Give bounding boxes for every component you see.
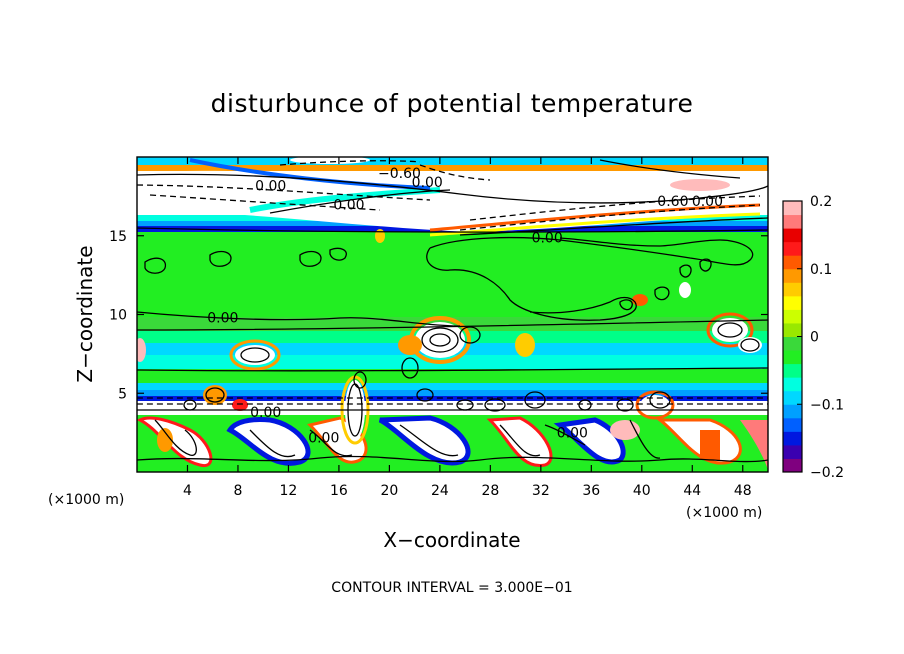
colorbar-swatch bbox=[783, 228, 802, 243]
contour-label: 0.00 bbox=[557, 426, 588, 442]
y-tick-label: 10 bbox=[109, 308, 127, 324]
x-origin-unit-label: (×1000 m) bbox=[48, 492, 124, 508]
colorbar-swatch bbox=[783, 336, 802, 351]
contour-label: 0.00 bbox=[692, 194, 723, 210]
x-tick-label: 4 bbox=[183, 483, 192, 499]
x-tick-label: 28 bbox=[481, 483, 499, 499]
contour-label: 0.00 bbox=[255, 178, 286, 194]
x-tick-label: 16 bbox=[330, 483, 348, 499]
colorbar-swatch bbox=[783, 322, 802, 337]
x-tick-label: 20 bbox=[380, 483, 398, 499]
contour-label: 0.00 bbox=[532, 230, 563, 246]
heatmap-field: −0.600.00 0.000.00 −0.60 0.000.000.000.000.… bbox=[137, 157, 768, 472]
colorbar-swatch bbox=[783, 444, 802, 459]
y-tick-label: 15 bbox=[109, 229, 127, 245]
colorbar-swatch bbox=[783, 295, 802, 310]
colorbar-swatch bbox=[783, 363, 802, 378]
colorbar-swatch bbox=[783, 458, 802, 473]
x-tick-label: 44 bbox=[683, 483, 701, 499]
x-tick-label: 32 bbox=[532, 483, 550, 499]
colorbar-swatch bbox=[783, 377, 802, 392]
colorbar-tick-label: −0.2 bbox=[810, 465, 844, 481]
colorbar-swatch bbox=[783, 350, 802, 365]
colorbar-tick-label: 0 bbox=[810, 330, 819, 346]
contour-labels: −0.600.00 0.000.00 −0.60 0.000.000.000.000.… bbox=[207, 166, 723, 447]
colorbar-swatch bbox=[783, 404, 802, 419]
contour-label: −0.60 bbox=[378, 166, 421, 182]
colorbar-tick-label: −0.1 bbox=[810, 397, 844, 413]
colorbar: 0.2 0.1 0 −0.1 −0.2 bbox=[782, 194, 844, 481]
colorbar-swatch bbox=[783, 431, 802, 446]
x-tick-label: 8 bbox=[233, 483, 242, 499]
colorbar-tick-label: 0.2 bbox=[810, 194, 832, 210]
y-tick-label: 5 bbox=[118, 386, 127, 402]
contour-label: 0.00 bbox=[207, 311, 238, 327]
contour-interval-text: CONTOUR INTERVAL = 3.000E−01 bbox=[331, 580, 572, 596]
colorbar-swatch bbox=[783, 417, 802, 432]
x-tick-label: 12 bbox=[280, 483, 298, 499]
colorbar-swatch bbox=[783, 390, 802, 405]
colorbar-swatch bbox=[783, 214, 802, 229]
x-tick-label: 36 bbox=[582, 483, 600, 499]
colorbar-swatch bbox=[783, 268, 802, 283]
contour-label: 0.00 bbox=[333, 197, 364, 213]
colorbar-swatch bbox=[783, 282, 802, 297]
contour-label: 0.00 bbox=[412, 175, 443, 191]
contour-label: 0.00 bbox=[308, 430, 339, 446]
chart-title: disturbunce of potential temperature bbox=[211, 89, 694, 118]
y-axis: 5 10 15 bbox=[109, 229, 768, 402]
colorbar-swatch bbox=[783, 309, 802, 324]
colorbar-swatch bbox=[783, 255, 802, 270]
x-axis-title: X−coordinate bbox=[383, 528, 520, 552]
x-tick-label: 24 bbox=[431, 483, 449, 499]
x-axis-unit-label: (×1000 m) bbox=[686, 505, 762, 521]
contour-label: 0.00 bbox=[250, 405, 281, 421]
x-axis: 4 8 12 16 20 24 28 32 36 40 44 48 bbox=[183, 157, 752, 499]
x-tick-label: 48 bbox=[734, 483, 752, 499]
colorbar-tick-label: 0.1 bbox=[810, 262, 832, 278]
colorbar-swatch bbox=[783, 201, 802, 216]
y-axis-title: Z−coordinate bbox=[73, 245, 97, 382]
x-tick-label: 40 bbox=[633, 483, 651, 499]
colorbar-swatch bbox=[783, 241, 802, 256]
contour-label: −0.60 bbox=[646, 194, 689, 210]
